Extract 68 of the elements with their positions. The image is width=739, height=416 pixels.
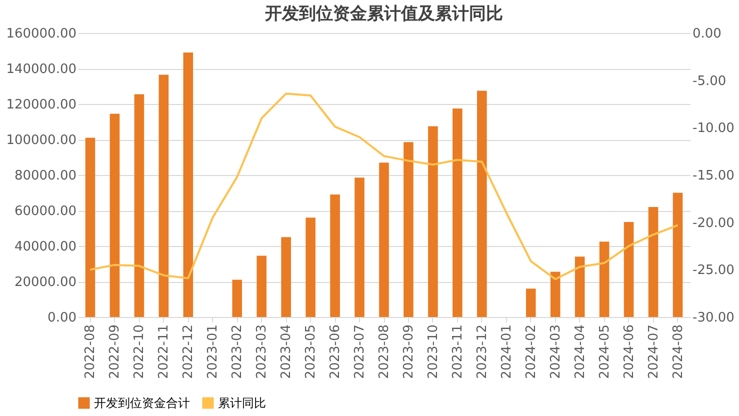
- legend-label: 开发到位资金合计: [94, 396, 190, 410]
- x-tick-label: 2023-01: [206, 324, 221, 379]
- x-tick-label: 2023-04: [279, 324, 294, 379]
- x-tick-label: 2024-08: [670, 324, 686, 379]
- x-tick-label: 2023-10: [426, 324, 441, 379]
- bar: [599, 242, 610, 317]
- bar: [232, 280, 242, 317]
- legend-label: 累计同比: [218, 396, 266, 410]
- bar: [550, 272, 560, 317]
- y-tick-label: 60000.00: [14, 204, 76, 219]
- bar: [379, 162, 389, 317]
- bar: [354, 178, 364, 317]
- bar: [256, 256, 266, 317]
- x-tick-label: 2023-11: [450, 324, 466, 379]
- y2-tick-label: -15.00: [692, 168, 734, 184]
- x-tick-label: 2024-05: [597, 324, 612, 379]
- x-tick-label: 2023-07: [352, 324, 368, 379]
- x-tick-label: 2023-05: [304, 324, 319, 379]
- y-tick-label: 140000.00: [6, 62, 76, 77]
- y-tick-label: 80000.00: [14, 168, 76, 184]
- x-tick-label: 2024-02: [524, 324, 539, 379]
- x-tick-label: 2024-01: [499, 324, 514, 379]
- x-tick-label: 2023-06: [328, 324, 344, 379]
- bar: [110, 114, 120, 317]
- bar: [452, 108, 462, 317]
- y-tick-label: 160000.00: [6, 26, 76, 42]
- x-tick-label: 2022-11: [156, 324, 172, 379]
- y2-tick-label: -30.00: [692, 310, 734, 326]
- bar: [574, 256, 585, 317]
- bar: [134, 94, 144, 317]
- line-series: [89, 92, 679, 280]
- y-tick-label: 20000.00: [14, 275, 76, 290]
- x-tick-label: 2023-03: [254, 324, 270, 379]
- y2-tick-label: 0.00: [692, 26, 722, 42]
- bar: [85, 138, 96, 317]
- x-tick-label: 2023-12: [474, 324, 490, 379]
- bar: [526, 288, 536, 317]
- y2-tick-label: -20.00: [692, 216, 734, 231]
- bar: [648, 206, 658, 317]
- y2-tick-label: -10.00: [692, 121, 734, 136]
- x-tick-label: 2023-02: [230, 324, 246, 379]
- x-tick-label: 2022-09: [108, 324, 123, 379]
- y-tick-label: 120000.00: [6, 98, 76, 112]
- bar: [281, 237, 291, 317]
- y2-tick-label: -5.00: [692, 74, 726, 89]
- y-tick-label: 0.00: [48, 310, 76, 326]
- x-tick-label: 2023-08: [377, 324, 392, 379]
- bar: [624, 222, 634, 317]
- x-tick-label: 2024-04: [572, 324, 588, 379]
- x-tick-label: 2024-03: [548, 324, 564, 379]
- x-tick-label: 2022-10: [132, 324, 148, 379]
- bar: [672, 192, 683, 317]
- bar: [306, 218, 316, 317]
- x-tick-label: 2024-07: [646, 324, 662, 379]
- x-tick-label: 2023-09: [401, 324, 416, 379]
- y-tick-label: 100000.00: [6, 133, 76, 148]
- chart-title: 开发到位资金累计值及累计同比: [264, 4, 503, 24]
- x-tick-label: 2024-06: [622, 324, 637, 379]
- bar: [183, 52, 194, 317]
- bar: [158, 74, 169, 317]
- x-tick-label: 2022-08: [83, 324, 98, 379]
- bar: [428, 126, 438, 317]
- y2-tick-label: -25.00: [692, 263, 734, 278]
- x-tick-label: 2022-12: [181, 324, 196, 379]
- bar: [404, 142, 414, 317]
- bar: [477, 90, 487, 317]
- bar: [330, 194, 340, 317]
- y-tick-label: 40000.00: [14, 240, 76, 254]
